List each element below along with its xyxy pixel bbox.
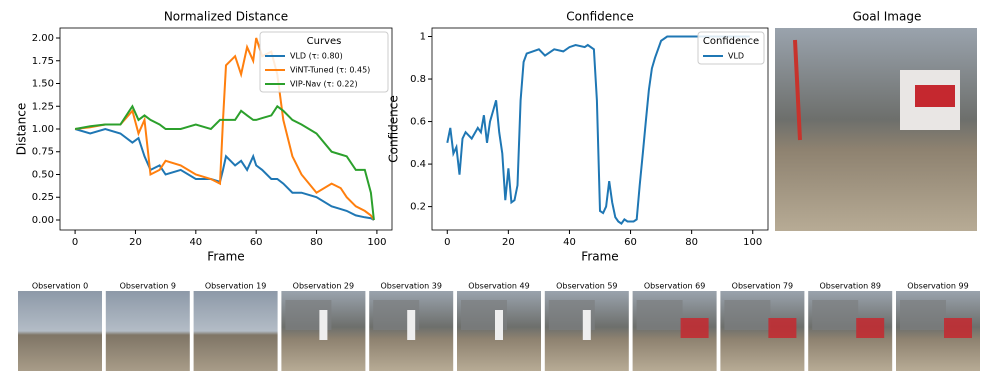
- observation-sign: [856, 318, 885, 338]
- observation-building: [900, 300, 946, 330]
- x-tick-label: 0: [444, 237, 450, 248]
- legend-title: Confidence: [703, 36, 759, 47]
- observation-person: [582, 310, 591, 340]
- observation-person: [319, 310, 328, 340]
- data-line: [74, 37, 375, 221]
- x-tick-label: 40: [189, 237, 202, 248]
- y-tick-label: 1.50: [32, 79, 54, 90]
- observation-label: Observation 99: [907, 282, 968, 291]
- x-tick-label: 80: [685, 237, 698, 248]
- observation-label: Observation 19: [205, 282, 266, 291]
- observation-label: Observation 49: [468, 282, 529, 291]
- observation-label: Observation 9: [120, 282, 176, 291]
- observation-label: Observation 79: [732, 282, 793, 291]
- observation-label: Observation 89: [819, 282, 880, 291]
- legend-box: [259, 31, 389, 93]
- y-axis-label: Distance: [15, 103, 29, 155]
- observation-label: Observation 39: [380, 282, 441, 291]
- observation-person: [407, 310, 416, 340]
- observation-building: [636, 300, 683, 330]
- chart-title: Confidence: [566, 10, 633, 24]
- x-tick-label: 20: [502, 237, 515, 248]
- y-tick-label: 0.50: [32, 169, 54, 180]
- legend-label: VLD: [728, 52, 744, 61]
- x-tick-label: 60: [624, 237, 637, 248]
- data-line: [74, 104, 375, 221]
- x-tick-label: 100: [367, 237, 386, 248]
- x-tick-label: 20: [129, 237, 142, 248]
- y-tick-label: 0.6: [410, 117, 426, 128]
- observation-sign: [768, 318, 797, 338]
- goal-crane: [793, 39, 802, 141]
- observation-image: [18, 291, 102, 371]
- axes-frame: [431, 27, 769, 231]
- x-tick-label: 100: [743, 237, 762, 248]
- observation-sign: [680, 318, 709, 338]
- y-tick-label: 0.8: [410, 74, 426, 85]
- legend-label: ViNT-Tuned (τ: 0.45): [290, 66, 370, 75]
- observation-image: [105, 291, 190, 371]
- observation-label: Observation 29: [293, 282, 354, 291]
- y-tick-label: 0.00: [32, 215, 54, 226]
- x-axis-label: Frame: [207, 250, 244, 264]
- observation-building: [812, 300, 859, 330]
- legend-label: VLD (τ: 0.80): [290, 52, 343, 61]
- y-tick-label: 1.25: [32, 101, 54, 112]
- goal-title: Goal Image: [853, 10, 922, 24]
- observation-label: Observation 0: [32, 282, 88, 291]
- observation-label: Observation 59: [556, 282, 617, 291]
- x-tick-label: 0: [72, 237, 78, 248]
- observation-sign: [944, 318, 972, 338]
- y-tick-label: 2.00: [32, 33, 54, 44]
- observation-person: [495, 310, 503, 340]
- y-tick-label: 0.4: [410, 159, 426, 170]
- data-line: [446, 35, 750, 225]
- x-axis-label: Frame: [581, 250, 618, 264]
- x-tick-label: 60: [250, 237, 263, 248]
- y-axis-label: Confidence: [387, 95, 401, 162]
- y-tick-label: 0.2: [410, 202, 426, 213]
- x-tick-label: 80: [310, 237, 323, 248]
- goal-sign-red: [915, 85, 955, 107]
- legend-title: Curves: [307, 36, 342, 47]
- observation-label: Observation 69: [644, 282, 705, 291]
- chart-title: Normalized Distance: [164, 10, 288, 24]
- y-tick-label: 1.00: [32, 124, 54, 135]
- y-tick-label: 0.25: [32, 192, 54, 203]
- y-tick-label: 1.75: [32, 56, 54, 67]
- y-tick-label: 0.75: [32, 147, 54, 158]
- observation-image: [193, 291, 278, 371]
- x-tick-label: 40: [563, 237, 576, 248]
- observation-building: [724, 300, 771, 330]
- y-tick-label: 1: [420, 32, 426, 43]
- legend-label: VIP-Nav (τ: 0.22): [290, 80, 358, 89]
- data-line: [74, 127, 375, 221]
